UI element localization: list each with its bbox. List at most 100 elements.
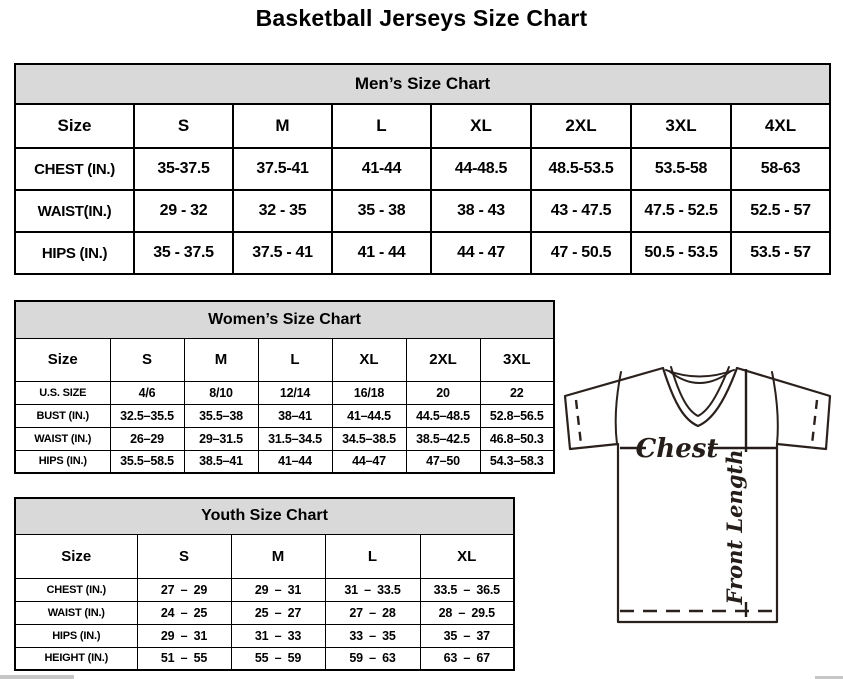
row-label: HIPS (IN.) [14, 623, 138, 648]
size-cell: 35.5–38 [183, 403, 259, 428]
size-cell: 31 – 33.5 [324, 577, 421, 602]
youth-size-table: Youth Size Chart Size S M L XL CHEST (IN… [14, 497, 515, 671]
size-cell: 63 – 67 [419, 646, 515, 671]
size-cell: 48.5-53.5 [530, 147, 632, 191]
size-cell: 24 – 25 [136, 600, 232, 625]
table-row: U.S. SIZE 4/6 8/10 12/14 16/18 20 22 [14, 380, 555, 405]
size-cell: 53.5 - 57 [729, 231, 832, 275]
size-cell: 35 - 38 [331, 189, 432, 233]
size-cell: 27 – 29 [136, 577, 232, 602]
size-cell: 32 - 35 [232, 189, 333, 233]
size-cell: 44-48.5 [430, 147, 532, 191]
collar-back-arc-1 [665, 369, 735, 378]
size-cell: 22 [479, 380, 555, 405]
size-cell: 29–31.5 [183, 426, 259, 451]
collar-inner [670, 366, 730, 417]
womens-table-title: Women’s Size Chart [14, 300, 555, 339]
size-cell: 12/14 [257, 380, 333, 405]
size-cell: 41 - 44 [331, 231, 432, 275]
size-cell: 51 – 55 [136, 646, 232, 671]
front-length-label: Front Length [722, 450, 747, 606]
row-label: CHEST (IN.) [14, 577, 138, 602]
size-cell: 35.5–58.5 [109, 449, 185, 474]
column-header: M [183, 337, 259, 382]
row-label: WAIST(IN.) [14, 189, 135, 233]
jersey-seam-left [614, 371, 622, 445]
row-label: CHEST (IN.) [14, 147, 135, 191]
size-cell: 59 – 63 [324, 646, 421, 671]
size-cell: 47.5 - 52.5 [630, 189, 732, 233]
size-cell: 44 - 47 [430, 231, 532, 275]
size-cell: 41–44 [257, 449, 333, 474]
size-cell: 25 – 27 [230, 600, 326, 625]
mens-size-table: Men’s Size Chart Size S M L XL 2XL 3XL 4… [13, 63, 832, 275]
size-cell: 32.5–35.5 [109, 403, 185, 428]
size-cell: 4/6 [109, 380, 185, 405]
size-cell: 38 - 43 [430, 189, 532, 233]
size-cell: 33 – 35 [324, 623, 421, 648]
horizontal-scrollbar-fragment[interactable] [815, 676, 843, 679]
size-cell: 54.3–58.3 [479, 449, 555, 474]
table-row: CHEST (IN.) 27 – 29 29 – 31 31 – 33.5 33… [14, 577, 515, 602]
collar-back-arc-2 [668, 370, 732, 384]
size-cell: 46.8–50.3 [479, 426, 555, 451]
column-header: XL [331, 337, 407, 382]
jersey-outline-icon [563, 366, 832, 624]
table-row: HIPS (IN.) 29 – 31 31 – 33 33 – 35 35 – … [14, 623, 515, 648]
size-cell: 38.5–42.5 [405, 426, 481, 451]
row-label: HEIGHT (IN.) [14, 646, 138, 671]
size-cell: 35 - 37.5 [133, 231, 234, 275]
size-cell: 29 – 31 [230, 577, 326, 602]
column-header: Size [14, 337, 111, 382]
column-header: XL [430, 103, 532, 149]
size-cell: 58-63 [729, 147, 832, 191]
size-cell: 33.5 – 36.5 [419, 577, 515, 602]
horizontal-scrollbar-fragment[interactable] [0, 675, 74, 679]
table-row: WAIST(IN.) 29 - 32 32 - 35 35 - 38 38 - … [14, 189, 832, 233]
size-cell: 47–50 [405, 449, 481, 474]
row-label: BUST (IN.) [14, 403, 111, 428]
table-row: HEIGHT (IN.) 51 – 55 55 – 59 59 – 63 63 … [14, 646, 515, 671]
column-header: Size [14, 103, 135, 149]
cuff-stitch-right [810, 399, 819, 445]
size-cell: 41-44 [331, 147, 432, 191]
size-cell: 27 – 28 [324, 600, 421, 625]
page-title: Basketball Jerseys Size Chart [255, 5, 588, 31]
row-label: HIPS (IN.) [14, 231, 135, 275]
size-cell: 16/18 [331, 380, 407, 405]
jersey-measurement-diagram: Chest Front Length [563, 366, 832, 624]
table-row: HIPS (IN.) 35.5–58.5 38.5–41 41–44 44–47… [14, 449, 555, 474]
table-row: WAIST (IN.) 24 – 25 25 – 27 27 – 28 28 –… [14, 600, 515, 625]
size-cell: 35 – 37 [419, 623, 515, 648]
row-label: WAIST (IN.) [14, 426, 111, 451]
size-cell: 43 - 47.5 [530, 189, 632, 233]
size-cell: 38.5–41 [183, 449, 259, 474]
column-header: L [324, 533, 421, 579]
cuff-stitch-left [574, 399, 583, 445]
size-cell: 38–41 [257, 403, 333, 428]
table-row: WAIST (IN.) 26–29 29–31.5 31.5–34.5 34.5… [14, 426, 555, 451]
size-cell: 29 – 31 [136, 623, 232, 648]
column-header: XL [419, 533, 515, 579]
size-cell: 34.5–38.5 [331, 426, 407, 451]
chest-label: Chest [636, 434, 719, 464]
size-cell: 44.5–48.5 [405, 403, 481, 428]
size-cell: 8/10 [183, 380, 259, 405]
column-header: S [133, 103, 234, 149]
size-cell: 20 [405, 380, 481, 405]
column-header: 3XL [479, 337, 555, 382]
column-header: S [109, 337, 185, 382]
size-cell: 55 – 59 [230, 646, 326, 671]
size-cell: 52.8–56.5 [479, 403, 555, 428]
size-cell: 53.5-58 [630, 147, 732, 191]
column-header: 4XL [729, 103, 832, 149]
table-row: BUST (IN.) 32.5–35.5 35.5–38 38–41 41–44… [14, 403, 555, 428]
size-cell: 26–29 [109, 426, 185, 451]
size-cell: 31.5–34.5 [257, 426, 333, 451]
womens-size-table: Women’s Size Chart Size S M L XL 2XL 3XL… [14, 300, 556, 474]
size-cell: 47 - 50.5 [530, 231, 632, 275]
jersey-seam-right [771, 371, 779, 445]
column-header: 2XL [530, 103, 632, 149]
column-header: M [232, 103, 333, 149]
size-cell: 37.5 - 41 [232, 231, 333, 275]
